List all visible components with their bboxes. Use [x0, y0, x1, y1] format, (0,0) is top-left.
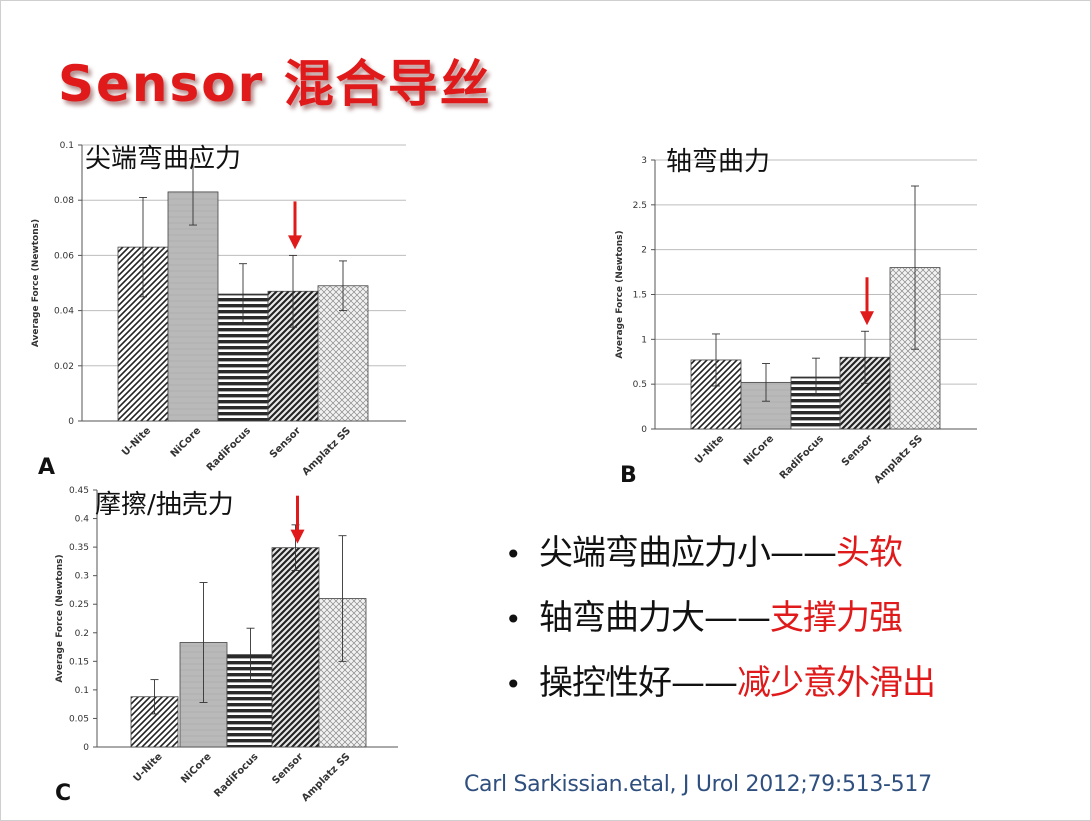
- y-tick-label: 0.45: [69, 486, 89, 496]
- highlight-arrow-head: [290, 529, 305, 544]
- panel-label: B: [620, 463, 637, 488]
- y-axis-label: Average Force (Newtons): [31, 219, 41, 347]
- x-tick-label: Amplatz SS: [300, 751, 353, 804]
- y-tick-label: 0.25: [69, 600, 89, 610]
- slide-title: Sensor 混合导丝: [58, 55, 492, 113]
- chart-friction-force: 0 0.05 0.1 0.15 0.2 0.25 0.3 0.35 0.4 0.45 Average…: [55, 486, 398, 806]
- chart-title: 尖端弯曲应力: [85, 144, 241, 174]
- y-tick-label: 2: [641, 246, 647, 256]
- bar-nicore: [167, 191, 219, 422]
- panel-label: C: [55, 781, 71, 806]
- y-axis-label: Average Force (Newtons): [615, 230, 625, 358]
- y-tick-label: 0.06: [54, 251, 74, 261]
- bullet-highlight-text: 减少意外滑出: [737, 663, 936, 703]
- bullet-list: • 尖端弯曲应力小——头软 • 轴弯曲力大——支撑力强 • 操控性好——减少意外滑出: [505, 528, 1065, 723]
- x-tick-label: RadiFocus: [205, 425, 253, 473]
- y-tick-label: 1.5: [633, 291, 647, 301]
- x-tick-label: U-Nite: [693, 433, 726, 466]
- bar-sensor: [271, 547, 320, 748]
- x-tick-label: Amplatz SS: [300, 425, 353, 478]
- bullet-dot: •: [505, 668, 522, 701]
- y-tick-label: 0.15: [69, 657, 89, 667]
- chart-title: 轴弯曲力: [666, 147, 770, 177]
- y-tick-label: 0.5: [633, 380, 647, 390]
- bullet-item: • 轴弯曲力大——支撑力强: [505, 593, 1065, 658]
- x-tick-label: Sensor: [270, 751, 305, 786]
- y-tick-label: 0: [83, 743, 89, 753]
- y-tick-label: 0: [641, 425, 647, 435]
- y-tick-label: 0.04: [54, 307, 74, 317]
- x-tick-label: RadiFocus: [778, 433, 826, 481]
- y-axis-label: Average Force (Newtons): [55, 554, 65, 682]
- x-tick-label: Amplatz SS: [872, 433, 925, 486]
- y-tick-label: 0.35: [69, 543, 89, 553]
- x-tick-label: RadiFocus: [212, 751, 260, 799]
- y-tick-label: 0.08: [54, 196, 74, 206]
- bullet-dot: •: [505, 603, 522, 636]
- panel-label: A: [38, 455, 55, 480]
- x-tick-label: U-Nite: [120, 425, 153, 458]
- highlight-arrow-head: [860, 311, 874, 326]
- chart-tip-bending: 0 0.02 0.04 0.06 0.08 0.1 Average Force (Newto…: [31, 141, 406, 480]
- x-tick-label: NiCore: [169, 425, 204, 460]
- bullet-main-text: 操控性好——: [539, 663, 738, 703]
- y-tick-label: 0.3: [75, 572, 89, 582]
- y-tick-label: 0.02: [54, 362, 74, 372]
- bullet-dot: •: [505, 538, 522, 571]
- x-tick-label: Sensor: [268, 425, 303, 460]
- y-tick-label: 3: [641, 156, 647, 166]
- y-tick-label: 0.05: [69, 714, 89, 724]
- x-tick-label: U-Nite: [132, 751, 165, 784]
- x-tick-label: NiCore: [742, 433, 777, 468]
- y-tick-label: 1: [641, 335, 647, 345]
- highlight-arrow-head: [288, 235, 302, 250]
- bullet-highlight-text: 支撑力强: [770, 598, 903, 638]
- bullet-main-text: 轴弯曲力大——: [539, 598, 771, 638]
- y-tick-label: 0.1: [75, 686, 89, 696]
- y-tick-label: 0.2: [75, 629, 89, 639]
- x-tick-label: NiCore: [179, 751, 214, 786]
- bullet-item: • 尖端弯曲应力小——头软: [505, 528, 1065, 593]
- bullet-item: • 操控性好——减少意外滑出: [505, 658, 1065, 723]
- chart-title: 摩擦/抽壳力: [95, 490, 234, 520]
- y-tick-label: 0.4: [75, 515, 90, 525]
- citation: Carl Sarkissian.etal, J Urol 2012;79:513…: [464, 772, 932, 797]
- bullet-main-text: 尖端弯曲应力小——: [539, 533, 837, 573]
- x-tick-label: Sensor: [840, 433, 875, 468]
- y-tick-label: 2.5: [633, 201, 647, 211]
- bullet-highlight-text: 头软: [836, 533, 903, 573]
- y-tick-label: 0.1: [60, 141, 74, 151]
- y-tick-label: 0: [68, 417, 74, 427]
- chart-shaft-bending: 0 0.5 1 1.5 2 2.5 3 Average Force (Newtons) U-Ni…: [615, 147, 977, 488]
